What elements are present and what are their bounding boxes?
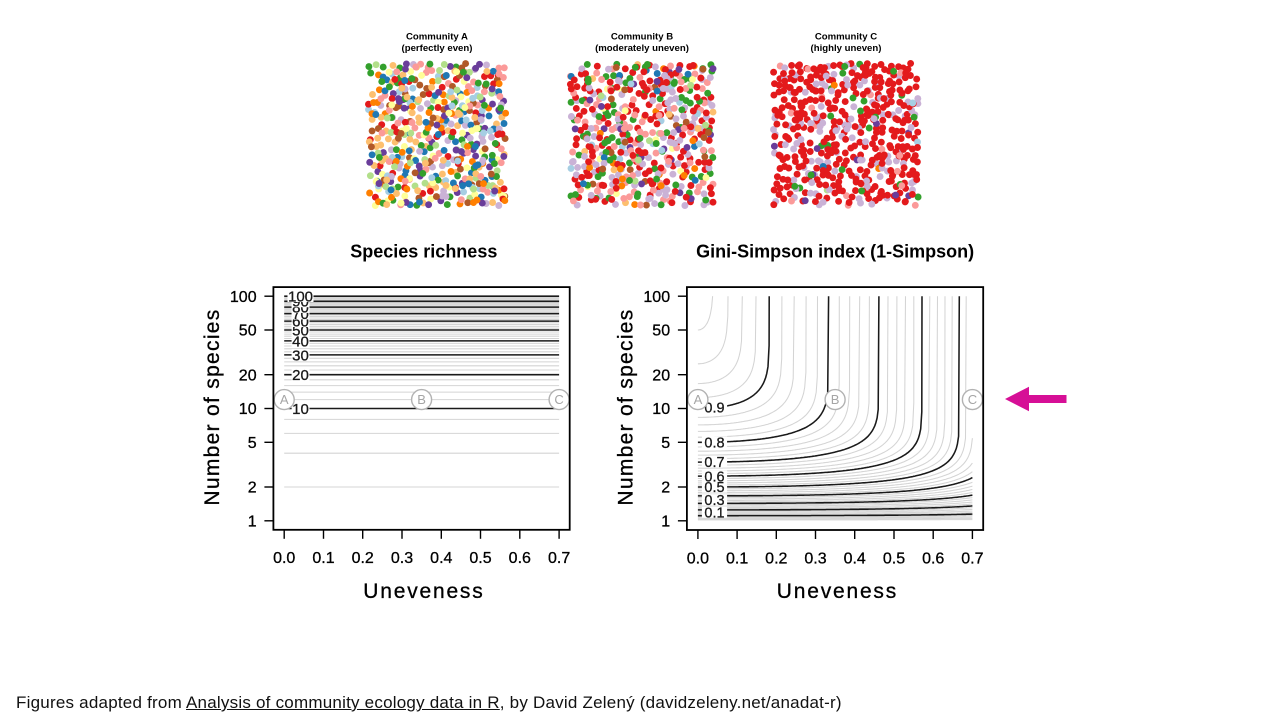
svg-text:0.6: 0.6 — [704, 469, 724, 485]
svg-text:Number of species: Number of species — [614, 308, 637, 505]
svg-text:Species richness: Species richness — [350, 242, 497, 262]
svg-text:0.2: 0.2 — [352, 550, 374, 567]
svg-text:0.4: 0.4 — [430, 550, 452, 567]
svg-text:0.9: 0.9 — [704, 401, 724, 417]
svg-text:20: 20 — [652, 367, 670, 384]
svg-text:0.1: 0.1 — [312, 550, 334, 567]
svg-text:0.5: 0.5 — [704, 480, 724, 496]
svg-text:20: 20 — [292, 367, 309, 384]
svg-text:Number of species: Number of species — [201, 308, 224, 505]
svg-text:1: 1 — [661, 513, 670, 530]
svg-text:2: 2 — [661, 480, 670, 497]
svg-text:5: 5 — [661, 435, 670, 452]
svg-text:0.3: 0.3 — [704, 493, 724, 509]
svg-text:50: 50 — [239, 323, 257, 340]
svg-text:C: C — [968, 392, 977, 407]
svg-text:0.3: 0.3 — [391, 550, 413, 567]
svg-text:100: 100 — [643, 289, 670, 306]
svg-text:0.3: 0.3 — [804, 550, 826, 567]
svg-text:Community C: Community C — [815, 32, 877, 43]
svg-text:2: 2 — [248, 480, 257, 497]
svg-text:10: 10 — [292, 401, 309, 418]
svg-text:(moderately uneven): (moderately uneven) — [595, 43, 689, 54]
svg-text:0.1: 0.1 — [704, 505, 724, 521]
svg-text:A: A — [280, 392, 289, 407]
svg-text:5: 5 — [248, 435, 257, 452]
svg-text:Uneveness: Uneveness — [363, 580, 484, 603]
svg-text:100: 100 — [288, 289, 313, 306]
svg-text:30: 30 — [292, 347, 309, 364]
svg-text:0.0: 0.0 — [273, 550, 295, 567]
svg-text:(highly uneven): (highly uneven) — [811, 43, 882, 54]
svg-text:0.4: 0.4 — [844, 550, 866, 567]
svg-text:0.1: 0.1 — [726, 550, 748, 567]
svg-text:50: 50 — [652, 323, 670, 340]
svg-text:100: 100 — [230, 289, 257, 306]
svg-text:Uneveness: Uneveness — [777, 580, 898, 603]
svg-text:Community A: Community A — [406, 32, 468, 43]
svg-text:0.6: 0.6 — [922, 550, 944, 567]
svg-text:1: 1 — [248, 513, 257, 530]
svg-text:20: 20 — [239, 367, 257, 384]
svg-text:0.8: 0.8 — [704, 435, 724, 451]
svg-text:0.0: 0.0 — [687, 550, 709, 567]
svg-text:40: 40 — [292, 333, 309, 350]
svg-text:0.5: 0.5 — [469, 550, 491, 567]
svg-text:0.2: 0.2 — [765, 550, 787, 567]
svg-text:0.7: 0.7 — [961, 550, 983, 567]
svg-text:A: A — [694, 392, 703, 407]
svg-text:B: B — [417, 392, 426, 407]
svg-text:0.5: 0.5 — [883, 550, 905, 567]
svg-text:10: 10 — [239, 401, 257, 418]
svg-text:C: C — [554, 392, 563, 407]
svg-text:10: 10 — [652, 401, 670, 418]
svg-text:0.6: 0.6 — [509, 550, 531, 567]
svg-text:0.7: 0.7 — [548, 550, 570, 567]
svg-text:Gini-Simpson index (1-Simpson): Gini-Simpson index (1-Simpson) — [696, 242, 974, 262]
svg-text:Community B: Community B — [611, 32, 673, 43]
svg-text:B: B — [831, 392, 840, 407]
svg-text:(perfectly even): (perfectly even) — [402, 43, 473, 54]
svg-text:0.7: 0.7 — [704, 455, 724, 471]
